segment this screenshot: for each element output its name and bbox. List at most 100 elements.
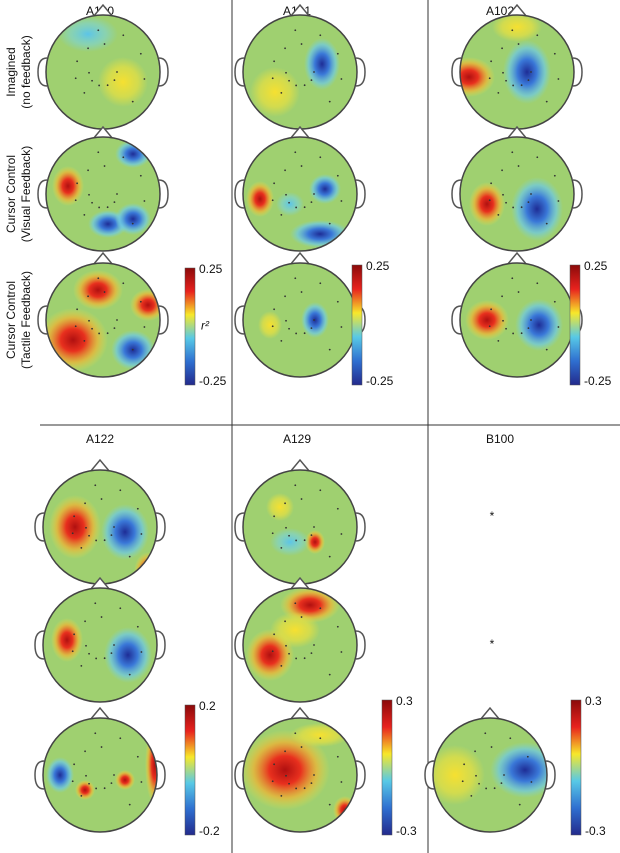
scalp <box>43 718 157 832</box>
electrode <box>517 165 520 167</box>
electrode <box>340 781 343 783</box>
electrode <box>530 781 533 783</box>
electrode <box>103 165 106 167</box>
head-ear <box>234 57 245 87</box>
electrode <box>139 174 142 177</box>
electrode <box>113 327 116 329</box>
electrode <box>511 277 514 280</box>
electrode <box>76 60 79 63</box>
electrode <box>103 539 106 542</box>
electrode <box>300 616 303 618</box>
electrode <box>76 182 79 185</box>
electrode <box>340 326 343 328</box>
colorbar-min: -0.25 <box>199 374 227 388</box>
colorbar-max: 0.3 <box>396 694 413 708</box>
colorbar-min: -0.25 <box>584 374 612 388</box>
head-nose <box>289 125 311 140</box>
electrode <box>530 193 532 195</box>
electrode <box>273 633 276 636</box>
electrode <box>285 644 287 647</box>
electrode <box>284 169 286 172</box>
row-label: (Visual Feedback) <box>19 146 33 243</box>
electrode <box>73 633 76 636</box>
electrode <box>336 174 339 177</box>
electrode <box>490 60 493 63</box>
electrode <box>328 673 331 676</box>
electrode <box>91 327 93 330</box>
topomap <box>451 251 583 378</box>
row-label: (Tactile Feedback) <box>19 271 33 369</box>
electrode <box>87 295 89 298</box>
head-ear <box>355 57 366 87</box>
electrode <box>280 546 283 549</box>
electrode <box>106 206 109 209</box>
row-label: Cursor Control <box>4 281 18 359</box>
electrode <box>97 29 100 32</box>
electrode <box>271 532 274 535</box>
panel-title: A102 <box>486 4 514 18</box>
electrode <box>122 282 125 285</box>
activity-blob <box>246 181 274 217</box>
electrode <box>103 657 106 660</box>
electrode <box>284 295 286 298</box>
electrode <box>98 84 101 87</box>
head-ear <box>34 512 45 542</box>
electrode <box>140 781 143 783</box>
row-label: Cursor Control <box>4 155 18 233</box>
head-nose <box>89 576 111 591</box>
electrode <box>88 71 90 74</box>
electrode <box>490 746 493 748</box>
electrode <box>100 616 103 618</box>
colorbar-max: 0.3 <box>585 694 602 708</box>
activity-blob <box>465 300 509 340</box>
electrode <box>84 620 86 623</box>
head-nose <box>92 125 114 140</box>
head-nose <box>89 706 111 721</box>
colorbar-max: 0.25 <box>366 259 390 273</box>
electrode <box>313 319 315 321</box>
activity-blob <box>304 38 340 90</box>
activity-blob <box>243 730 330 810</box>
activity-blob <box>52 166 84 206</box>
head-outline <box>242 587 358 703</box>
colorbar <box>570 699 582 836</box>
electrode <box>131 348 134 351</box>
head-ear <box>158 57 169 87</box>
head-nose <box>92 251 114 266</box>
electrode <box>73 515 76 518</box>
head-outline <box>432 717 548 833</box>
electrode <box>488 77 491 80</box>
activity <box>51 618 152 683</box>
electrode <box>71 532 74 535</box>
head-ear <box>355 760 366 790</box>
colorbar-min: -0.3 <box>396 824 417 838</box>
activity-blob <box>301 302 329 338</box>
electrode <box>80 546 83 549</box>
electrode <box>303 787 306 790</box>
electrode <box>271 650 274 653</box>
electrode <box>313 526 315 528</box>
electrode <box>295 84 298 87</box>
electrode <box>140 533 143 535</box>
topomap <box>234 251 366 378</box>
electrode <box>271 77 274 80</box>
head-ear <box>234 305 245 335</box>
electrode <box>95 657 98 660</box>
electrode <box>557 326 560 328</box>
electrode <box>303 539 306 542</box>
electrode <box>80 664 83 667</box>
head-outline <box>45 262 161 378</box>
electrode <box>143 200 146 202</box>
activity-blob <box>492 15 542 42</box>
electrode <box>336 300 339 303</box>
electrode <box>76 308 79 311</box>
electrode <box>285 774 287 777</box>
electrode <box>113 79 116 81</box>
scalp <box>243 263 357 377</box>
electrode <box>319 607 322 610</box>
electrode <box>336 507 339 510</box>
activity-blob <box>258 311 282 339</box>
missing-mark: * <box>490 509 495 523</box>
electrode <box>527 79 530 81</box>
